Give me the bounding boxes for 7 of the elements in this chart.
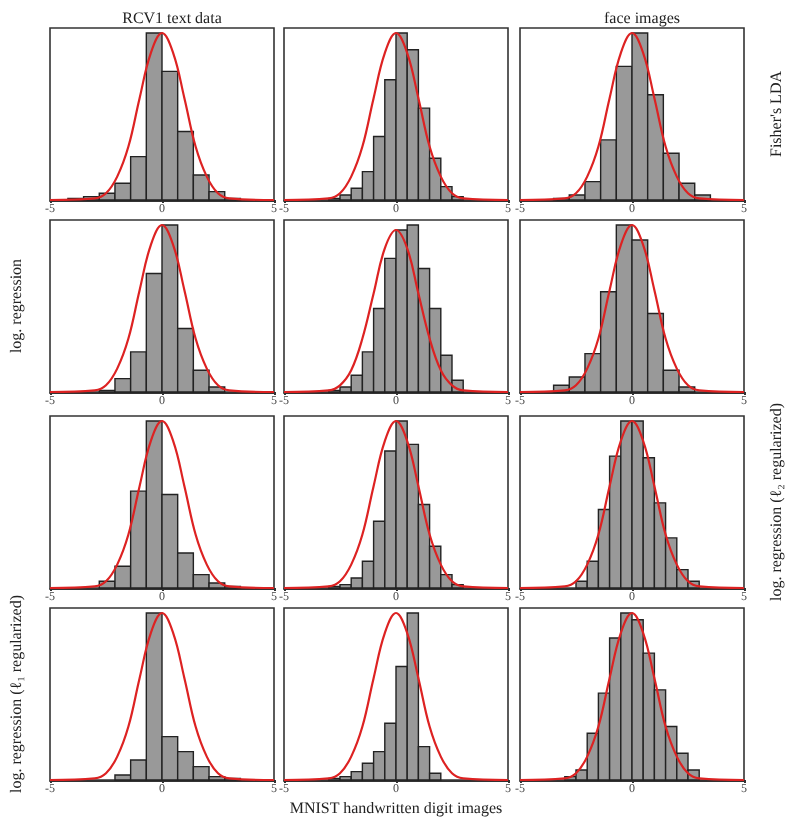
y2-axis-title: log. regression (ℓ₂ regularized) [767, 402, 785, 602]
chart-title: RCV1 text data [122, 9, 223, 27]
chart-title: face images [604, 9, 680, 27]
y2-axis-title: Fisher's LDA [767, 70, 785, 157]
y-axis-title: log. regression [7, 258, 25, 354]
x-axis-title: MNIST handwritten digit images [289, 799, 503, 817]
y-axis-title: log. regression (ℓ₁ regularized) [7, 594, 25, 794]
